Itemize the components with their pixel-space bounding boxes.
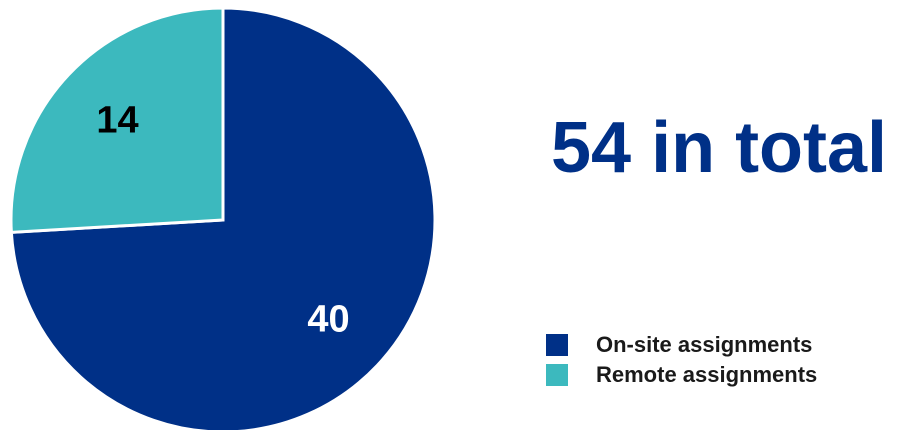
pie-slice-remote [9,6,225,234]
legend-item-remote: Remote assignments [546,360,817,390]
legend: On-site assignments Remote assignments [546,330,817,390]
legend-item-on-site: On-site assignments [546,330,817,360]
legend-label-remote: Remote assignments [596,362,818,387]
pie-label-on-site: 40 [307,299,349,341]
legend-swatch-on-site [546,334,568,356]
total-label: 54 in total [551,108,888,188]
legend-label-on-site: On-site assignments [596,332,813,357]
pie-label-remote: 14 [96,99,138,141]
legend-swatch-remote [546,364,568,386]
